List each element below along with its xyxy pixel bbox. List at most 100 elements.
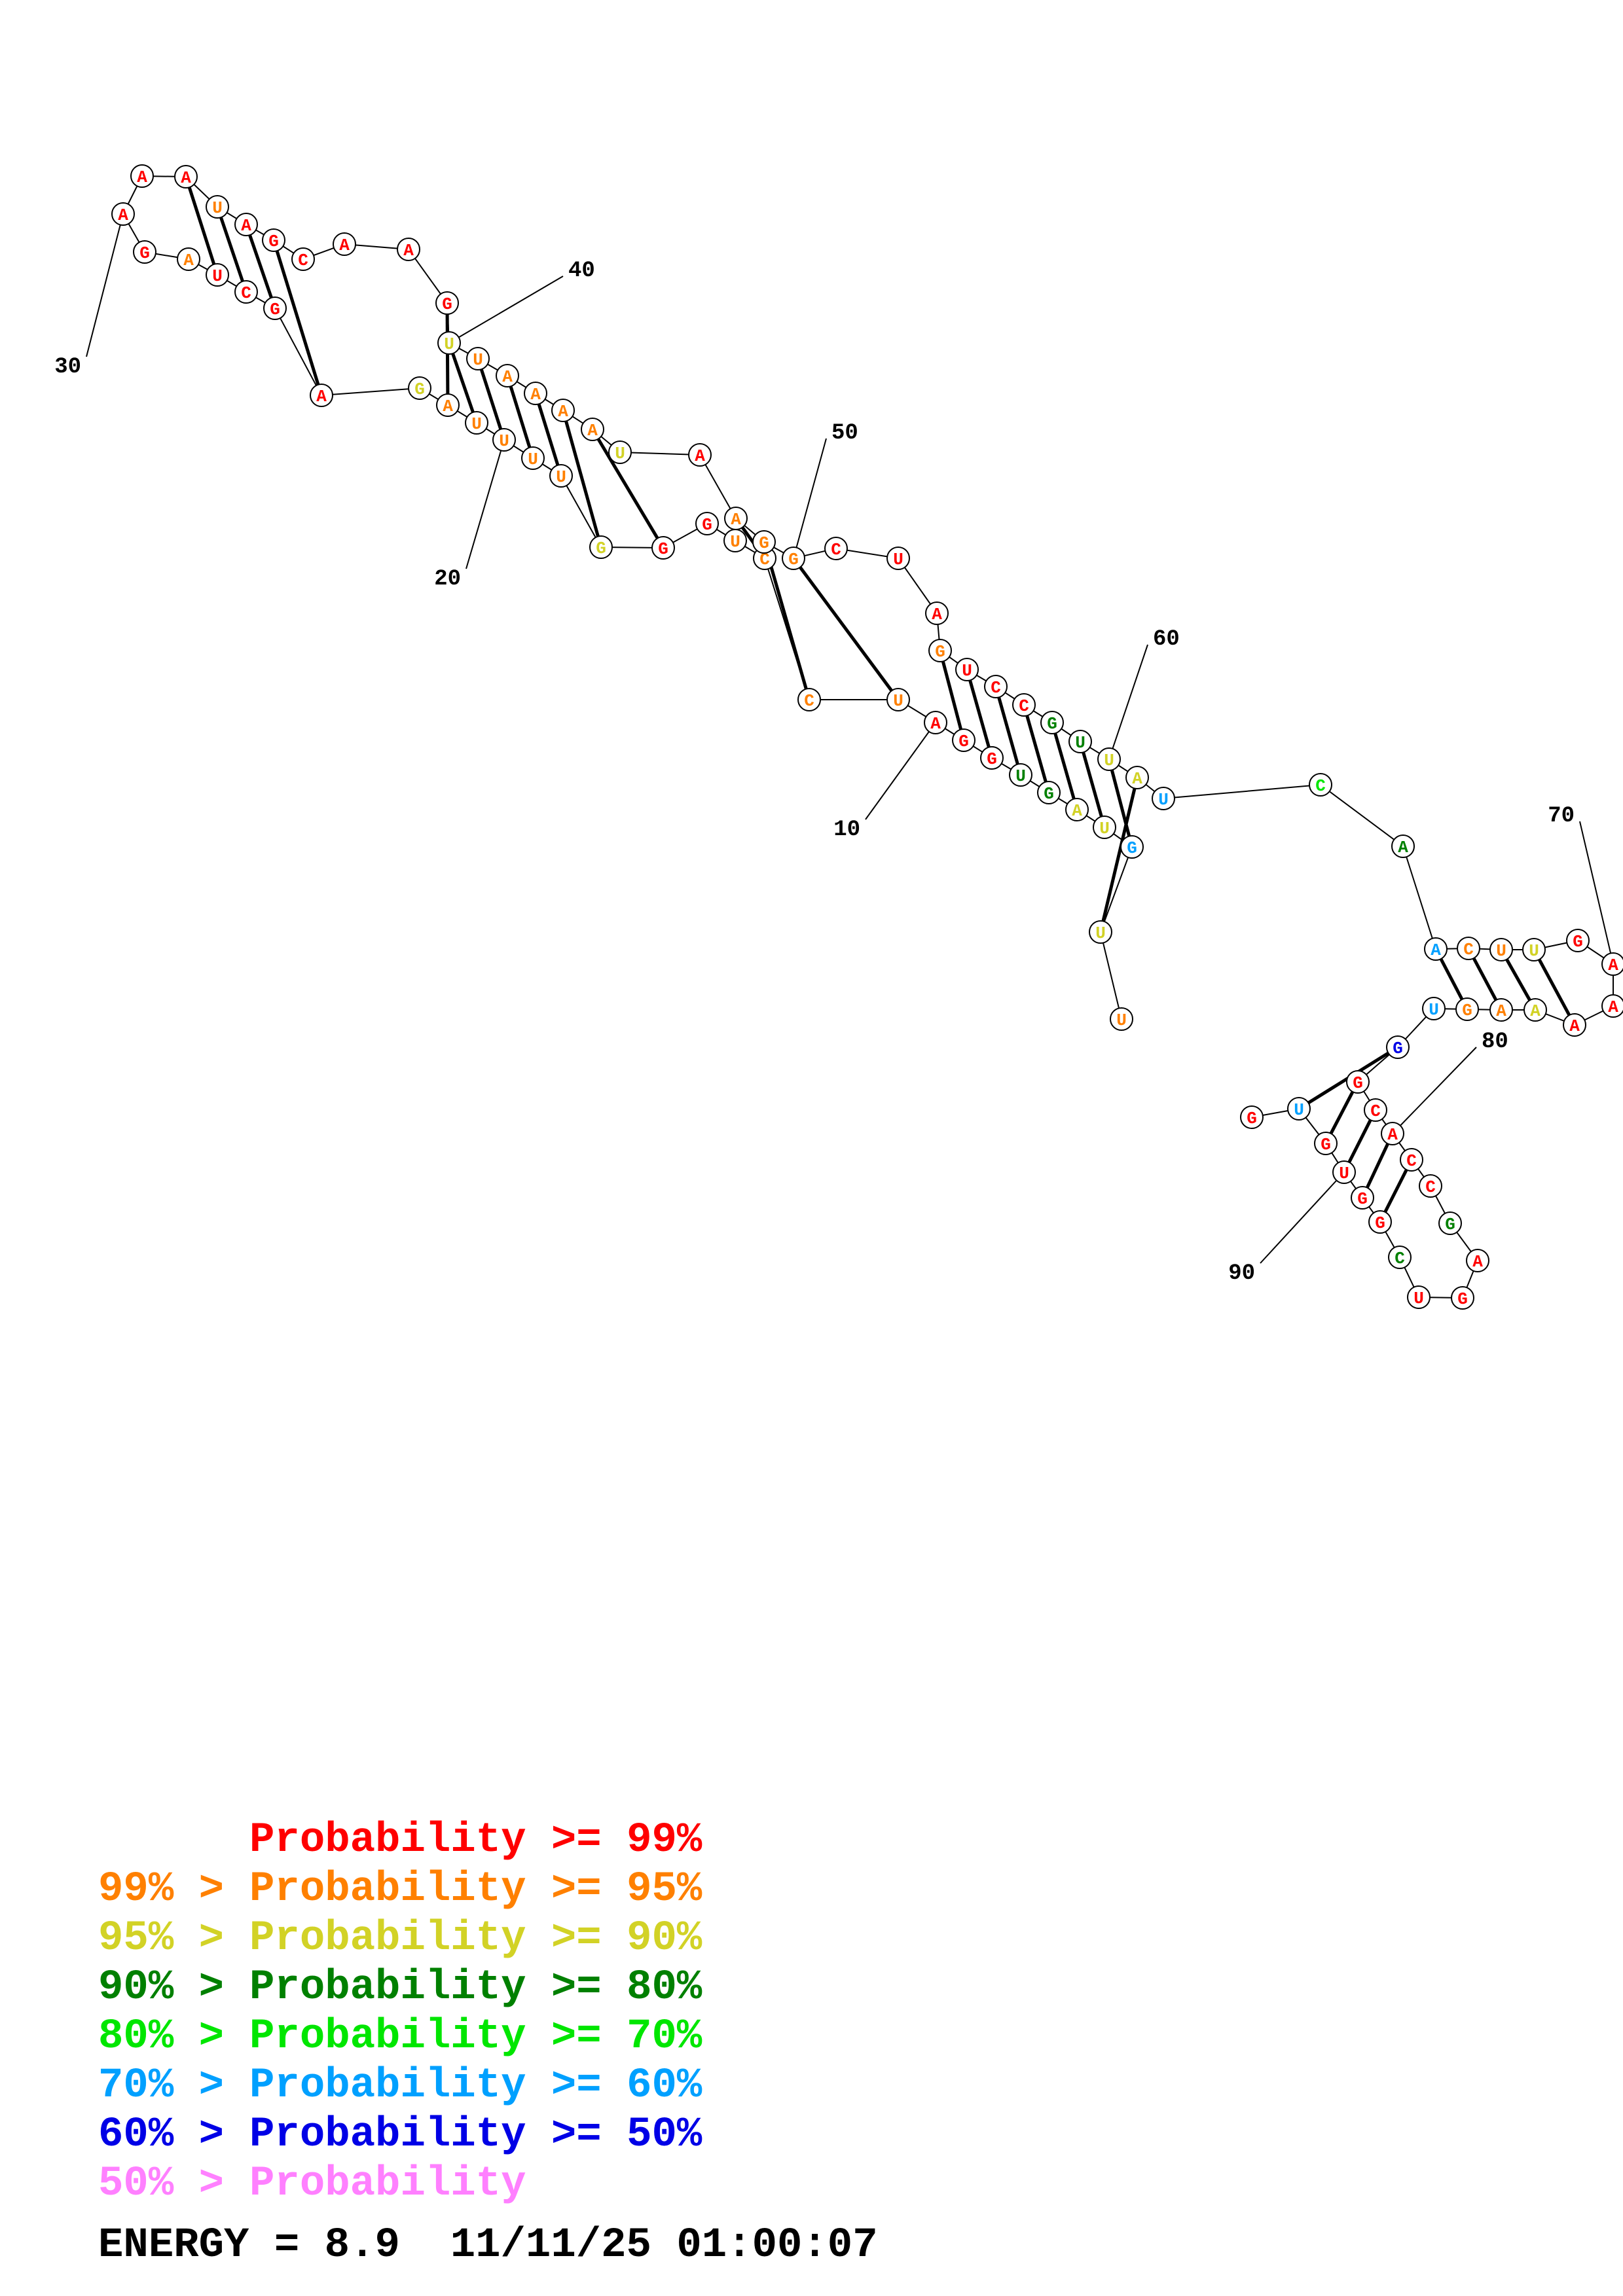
nucleotide: A	[1125, 766, 1149, 789]
legend-threshold: 50% >	[98, 2161, 249, 2208]
nucleotide: U	[886, 688, 910, 711]
nucleotide: U	[1332, 1160, 1356, 1184]
nucleotide: G	[263, 296, 287, 320]
nucleotide: G	[1386, 1035, 1410, 1059]
nucleotide: C	[1364, 1098, 1387, 1122]
index-label: 30	[54, 355, 81, 380]
legend-row: 90% > Probability >= 80%	[98, 1967, 702, 2009]
nucleotide: A	[1466, 1249, 1489, 1272]
index-label: 90	[1228, 1261, 1255, 1286]
nucleotide-circle	[397, 238, 420, 261]
legend-label: Probability >= 50%	[249, 2111, 702, 2159]
nucleotide-circle	[310, 384, 333, 407]
nucleotide: G	[980, 746, 1004, 770]
nucleotide: G	[1314, 1132, 1338, 1155]
nucleotide-circle	[1419, 1174, 1442, 1198]
legend-row: 70% > Probability >= 60%	[98, 2065, 702, 2107]
nucleotide-circle	[408, 376, 431, 400]
nucleotide-circle	[695, 512, 719, 535]
legend-label: Probability >= 90%	[249, 1915, 702, 1962]
nucleotide-base: A	[183, 251, 194, 270]
nucleotide-circle	[688, 443, 712, 467]
nucleotide: G	[133, 240, 156, 264]
base-pair-bond	[994, 686, 1023, 776]
nucleotide: G	[1037, 781, 1061, 804]
nucleotide: U	[955, 658, 979, 681]
nucleotide-circle	[1489, 998, 1513, 1022]
nucleotide-base: U	[528, 450, 538, 469]
nucleotide-circle	[435, 291, 459, 315]
nucleotide: G	[651, 536, 675, 560]
nucleotide: C	[753, 547, 776, 570]
nucleotide: A	[1424, 937, 1448, 961]
legend-threshold: 60% >	[98, 2111, 249, 2159]
nucleotide-base: A	[558, 402, 568, 422]
nucleotide-circle	[291, 247, 315, 271]
nucleotide-base: U	[1294, 1100, 1304, 1120]
nucleotide-base: U	[893, 550, 903, 569]
nucleotide-circle	[1386, 1035, 1410, 1059]
nucleotide-base: G	[1573, 932, 1583, 952]
index-label: 70	[1548, 804, 1575, 829]
nucleotide: A	[436, 393, 460, 417]
nucleotide-circle	[496, 364, 519, 387]
nucleotide-base: U	[1339, 1164, 1349, 1183]
nucleotide-circle	[1009, 763, 1032, 787]
nucleotide-circle	[1037, 781, 1061, 804]
nucleotide-base: A	[930, 714, 941, 734]
nucleotide-base: U	[730, 532, 740, 552]
nucleotide-circle	[549, 464, 573, 488]
base-pair-bond	[561, 410, 603, 548]
base-pair-bond	[476, 358, 506, 440]
nucleotide-circle	[581, 418, 604, 441]
nucleotide: A	[496, 364, 519, 387]
nucleotide-circle	[651, 536, 675, 560]
nucleotide-base: G	[1462, 1001, 1472, 1020]
nucleotide: A	[310, 384, 333, 407]
nucleotide-circle	[1065, 798, 1089, 821]
nucleotide-circle	[824, 537, 848, 560]
base-pair-bond	[591, 428, 665, 549]
nucleotide-base: U	[1429, 1000, 1439, 1020]
nucleotide-base: C	[804, 691, 814, 711]
nucleotide-base: A	[1530, 1001, 1541, 1021]
nucleotide-base: C	[1463, 940, 1474, 960]
nucleotide-base: A	[1431, 941, 1441, 960]
nucleotide-circle	[1522, 938, 1546, 961]
nucleotide-circle	[206, 195, 229, 219]
nucleotide: U	[549, 464, 573, 488]
nucleotide: G	[782, 547, 805, 570]
nucleotide: U	[1089, 920, 1112, 944]
nucleotide-base: U	[1496, 941, 1506, 961]
nucleotide: G	[752, 530, 776, 554]
nucleotide-base: G	[1445, 1215, 1455, 1234]
nucleotide-base: U	[499, 431, 509, 451]
nucleotide: A	[925, 601, 949, 625]
nucleotide-base: G	[270, 300, 280, 319]
nucleotide: U	[1110, 1007, 1133, 1031]
nucleotide: U	[206, 263, 229, 287]
nucleotide-base: G	[759, 533, 769, 553]
nucleotide: A	[1601, 994, 1623, 1018]
nucleotide-base: G	[1357, 1189, 1368, 1209]
nucleotide: U	[1097, 747, 1121, 771]
nucleotide-circle	[524, 382, 547, 405]
nucleotide-circle	[980, 746, 1004, 770]
legend-threshold: 70% >	[98, 2062, 249, 2109]
index-label-layer: 10 20 30 40 50 60 70 80 90	[54, 213, 1614, 1286]
nucleotide-circle	[1097, 747, 1121, 771]
nucleotide: A	[581, 418, 604, 441]
nucleotide: U	[465, 411, 488, 435]
nucleotide: G	[1451, 1286, 1474, 1310]
nucleotide-circle	[1455, 997, 1479, 1021]
nucleotide-circle	[1240, 1105, 1264, 1129]
nucleotide: G	[1455, 997, 1479, 1021]
nucleotide-circle	[1120, 835, 1144, 859]
nucleotide: G	[1368, 1210, 1392, 1234]
nucleotide-base: G	[1044, 784, 1054, 804]
index-tick-line	[793, 438, 827, 559]
nucleotide: A	[1563, 1013, 1586, 1037]
nucleotide: A	[1489, 998, 1513, 1022]
nucleotide-circle	[955, 658, 979, 681]
base-pair-bond	[1022, 704, 1051, 793]
